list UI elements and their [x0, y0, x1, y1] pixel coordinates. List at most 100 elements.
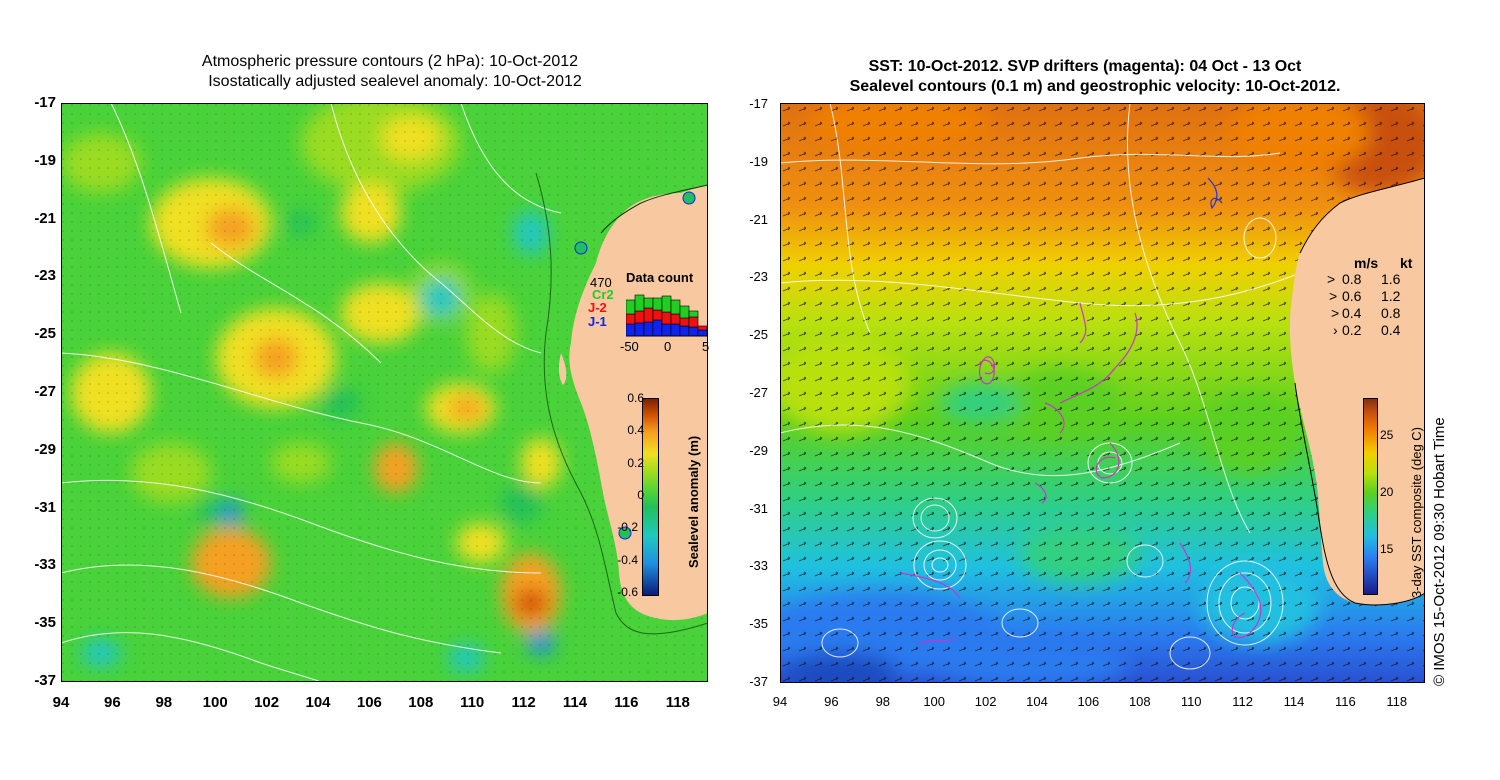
blue-drifter: [1207, 177, 1223, 210]
histogram-bar: [688, 326, 699, 337]
velocity-legend-kt: 0.4: [1381, 322, 1401, 338]
left-ytick-label: -29: [34, 440, 56, 458]
histogram-bar: [643, 321, 654, 337]
right-xtick-label: 100: [923, 694, 946, 709]
right-ytick-label: -17: [749, 96, 768, 111]
left-ytick-label: -21: [34, 209, 56, 227]
left-xtick-label: 108: [408, 694, 434, 711]
velocity-legend-kt: 1.2: [1381, 288, 1401, 304]
left-ytick-label: -37: [34, 672, 56, 689]
left-xtick-label: 98: [155, 694, 173, 711]
australia-land: [569, 185, 708, 621]
histogram-bar: [661, 323, 672, 337]
histogram-bar: [643, 297, 654, 309]
sst-map: [780, 103, 1425, 683]
left-ytick-label: -23: [34, 267, 56, 285]
right-ytick-label: -27: [749, 385, 768, 400]
histogram-bar: [626, 299, 636, 315]
right-ytick-label: -19: [749, 153, 768, 169]
data-count-series-j2: J-2: [588, 300, 607, 315]
pressure-contours: [61, 103, 562, 682]
velocity-legend-arrow: >: [1329, 288, 1338, 304]
histogram-bar: [679, 317, 690, 327]
histogram-bar: [626, 323, 636, 337]
sealevel-colorbar-tick: 0.4: [627, 423, 644, 438]
right-xtick-label: 110: [1180, 694, 1202, 709]
left-ytick-label: -19: [34, 151, 56, 169]
histogram-bar: [688, 316, 699, 328]
island: [558, 353, 567, 385]
left-xtick-label: 116: [614, 694, 639, 711]
right-xtick-label: 106: [1077, 694, 1100, 709]
right-ytick-label: -25: [749, 327, 768, 343]
right-xtick-label: 116: [1335, 694, 1356, 709]
tide-gauge-marker: [682, 191, 696, 205]
sealevel-colorbar-tick: 0: [637, 487, 644, 502]
velocity-legend-header-ms: m/s: [1354, 255, 1379, 271]
left-ytick-label: -17: [34, 94, 56, 111]
sealevel-colorbar-tick: -0.6: [617, 584, 638, 599]
left-xtick-label: 104: [305, 694, 331, 711]
left-ytick-label: -25: [34, 325, 56, 343]
right-xtick-label: 114: [1283, 694, 1305, 709]
left-ytick-label: -27: [34, 383, 56, 400]
sst-colorbar-tick: 25: [1380, 428, 1394, 442]
velocity-legend-ms: 0.4: [1342, 305, 1362, 321]
right-title-line1: SST: 10-Oct-2012. SVP drifters (magenta)…: [868, 58, 1302, 75]
left-title-line2: Isostatically adjusted sealevel anomaly:…: [208, 73, 582, 90]
right-xtick-label: 108: [1128, 694, 1151, 709]
tide-gauge-marker: [618, 526, 632, 540]
data-count-axis-max: 5: [702, 339, 710, 354]
imos-credit: © IMOS 15-Oct-2012 09:30 Hobart Time: [1431, 417, 1448, 686]
sealevel-colorbar-tick: 0.2: [627, 455, 644, 470]
right-xtick-label: 98: [875, 694, 891, 709]
right-ytick-label: -37: [749, 674, 768, 689]
left-xtick-label: 102: [254, 694, 280, 711]
left-xtick-label: 112: [511, 694, 536, 711]
sst-colorbar-tick: 15: [1380, 542, 1394, 556]
svp-drifter-tracks: [899, 302, 1262, 644]
velocity-legend-ms: 0.6: [1342, 288, 1362, 304]
sst-colorbar: [1363, 398, 1378, 595]
data-count-axis-mid: 0: [664, 339, 672, 354]
data-count-series-j1: J-1: [588, 314, 607, 329]
right-ytick-label: -33: [749, 558, 768, 574]
histogram-bar: [679, 305, 690, 319]
right-ytick-label: -31: [749, 500, 768, 516]
histogram-bar: [670, 299, 681, 315]
histogram-bar: [634, 310, 645, 324]
left-xtick-label: 100: [202, 694, 228, 711]
sealevel-colorbar-tick: -0.2: [617, 520, 638, 535]
histogram-bar: [626, 313, 636, 325]
right-xtick-label: 112: [1232, 694, 1253, 709]
right-xtick-label: 96: [824, 694, 839, 709]
left-title-line1: Atmospheric pressure contours (2 hPa): 1…: [201, 53, 579, 70]
left-xtick-label: 110: [460, 694, 485, 711]
velocity-legend-header-kt: kt: [1400, 255, 1413, 271]
data-count-total: 470: [590, 275, 612, 290]
data-count-axis-min: -50: [620, 339, 639, 354]
data-count-title: Data count: [626, 270, 694, 285]
tide-gauge-marker: [574, 241, 588, 255]
sst-colorbar-tick: 20: [1380, 485, 1394, 499]
left-xtick-label: 114: [562, 694, 588, 711]
left-xtick-label: 106: [356, 694, 382, 711]
histogram-bar: [679, 325, 690, 337]
histogram-bar: [634, 322, 645, 337]
sst-colorbar-title: 3-day SST composite (deg C): [1409, 427, 1424, 598]
left-xtick-label: 96: [104, 694, 121, 711]
right-xtick-label: 94: [772, 694, 788, 709]
histogram-bar: [697, 329, 708, 337]
left-xtick-label: 118: [665, 694, 690, 711]
histogram-bar: [643, 307, 654, 323]
sealevel-colorbar-tick: 0.6: [627, 391, 644, 405]
velocity-legend-arrow: >: [1331, 305, 1340, 321]
left-xtick-label: 94: [52, 694, 70, 711]
right-ytick-label: -29: [749, 442, 768, 458]
histogram-bar: [697, 325, 708, 331]
histogram-bar: [652, 319, 663, 337]
right-ytick-label: -35: [749, 616, 768, 632]
sealevel-colorbar: [642, 398, 659, 596]
velocity-legend-arrow: ›: [1333, 322, 1338, 338]
sealevel-colorbar-title: Sealevel anomaly (m): [686, 435, 701, 568]
